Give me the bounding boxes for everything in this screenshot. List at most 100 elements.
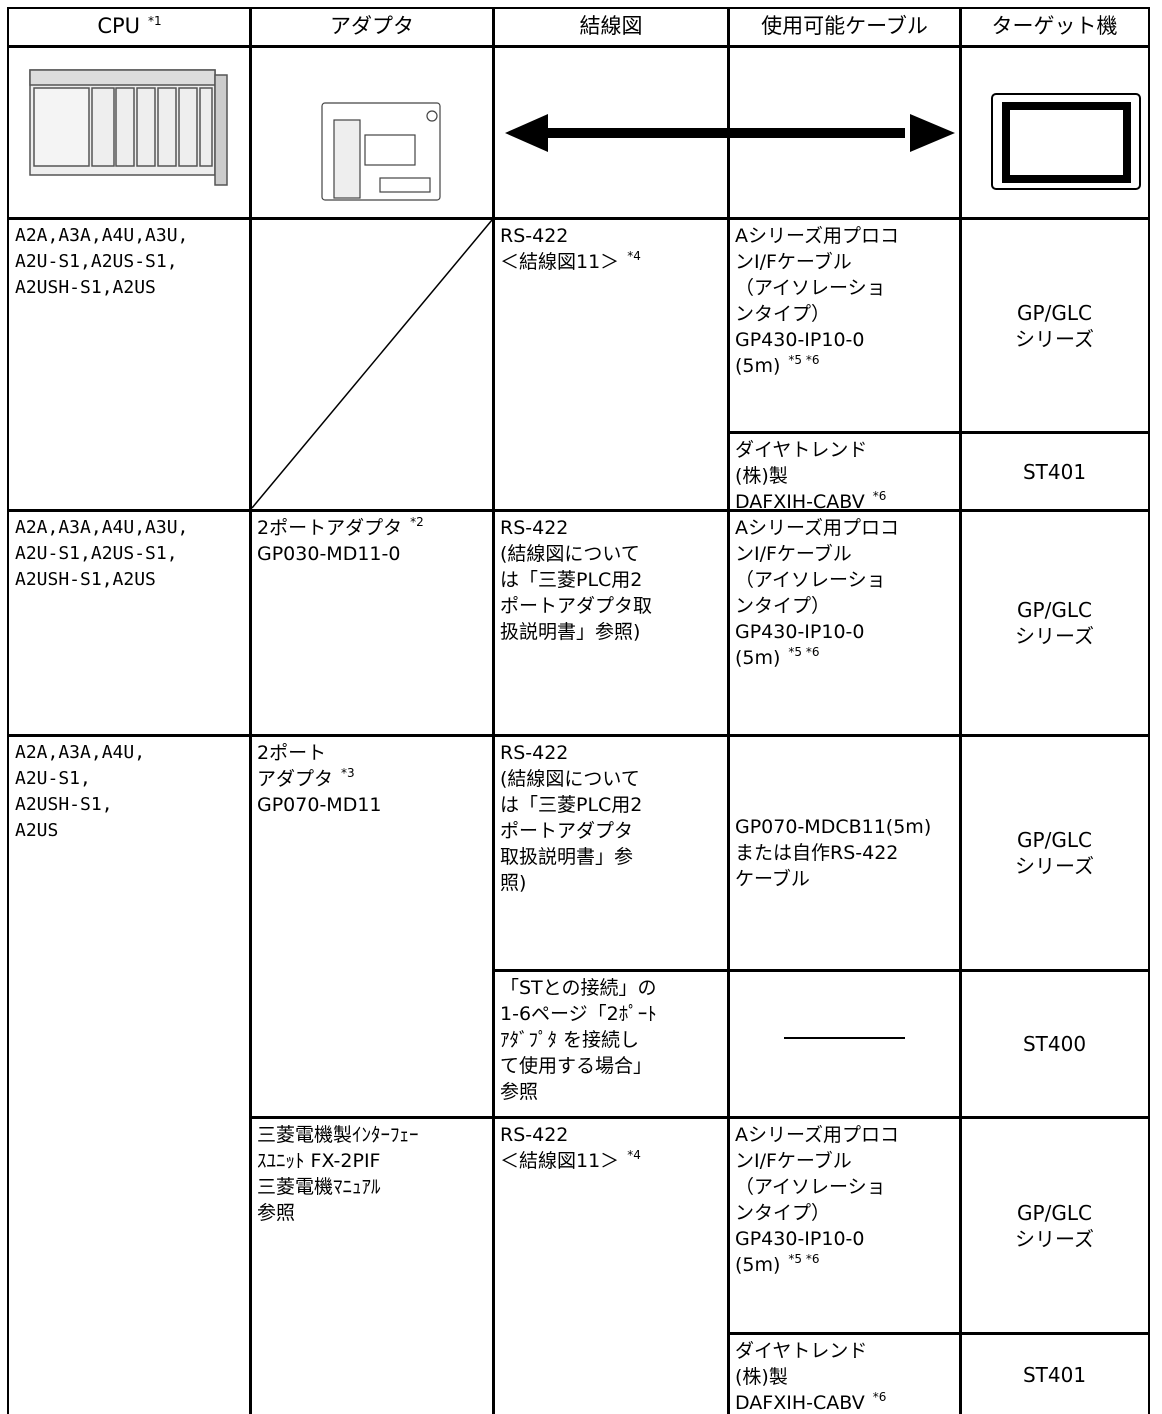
cable-cell: Aシリーズ用プロコ ンI/Fケーブル （アイソレーショ ンタイプ） GP430-IP10… [727, 509, 962, 737]
text-block: 「STとの接続」の 1-6ページ「2ﾎﾟｰﾄ ｱﾀﾞﾌﾟﾀ を接続し て使用する場合」… [500, 975, 722, 1105]
text-block: ST401 [1023, 1362, 1086, 1388]
text-block: RS-422 (結線図については「三菱PLC用2 ポートアダプタ取扱説明書」参照) [500, 740, 722, 896]
text-line: ＜結線図11＞ *4 [500, 1148, 641, 1172]
text-line: 照) [500, 872, 527, 894]
footnote-ref: *4 [627, 249, 641, 263]
text-line: 扱説明書」参照) [500, 621, 641, 643]
text-line: ンI/Fケーブル [735, 543, 852, 565]
text-line: GP/GLC [1017, 300, 1092, 325]
text-line: シリーズ [1015, 854, 1094, 878]
text-line: ダイヤトレンド [735, 439, 868, 461]
cable-cell: ダイヤトレンド (株)製 DAFXIH-CABV *6 [727, 1332, 962, 1414]
text-line: A2USH-S1, [15, 794, 113, 815]
text-line: A2A,A3A,A4U,A3U, [15, 517, 189, 538]
text-line: ST401 [1022, 1363, 1087, 1387]
text-line: ンI/Fケーブル [735, 251, 852, 273]
adapter-cell: 2ポートアダプタ *2 GP030-MD11-0 [249, 509, 495, 737]
footnote-ref: *5 *6 [788, 645, 820, 659]
target-cell: GP/GLC シリーズ [959, 217, 1150, 434]
text-line: GP430-IP10-0 [735, 329, 865, 351]
header-cell: 使用可能ケーブル [727, 7, 962, 48]
target-cell: ST401 [959, 1332, 1150, 1414]
text-block: 2ポート アダプタ *3 GP070-MD11 [257, 740, 487, 818]
text-line: GP030-MD11-0 [257, 543, 401, 565]
wiring-cell: RS-422 (結線図については「三菱PLC用2 ポートアダプタ取扱説明書」参照) [492, 734, 730, 972]
wiring-cell: RS-422 ＜結線図11＞ *4 [492, 1116, 730, 1414]
wiring-cell: RS-422 ＜結線図11＞ *4 [492, 217, 730, 512]
header-cell: CPU *1 [7, 7, 252, 48]
text-line: DAFXIH-CABV *6 [735, 489, 887, 512]
text-line: （アイソレーショ [735, 277, 886, 299]
text-line: 三菱電機製ｲﾝﾀｰﾌｪｰ [257, 1124, 419, 1146]
target-cell: ST400 [959, 969, 1150, 1119]
text-block: Aシリーズ用プロコ ンI/Fケーブル （アイソレーショ ンタイプ） GP430-IP10… [735, 223, 954, 379]
text-line: ンタイプ） [735, 1202, 831, 1224]
text-line: 「STとの接続」の [500, 977, 657, 999]
text-line: (株)製 [735, 1366, 788, 1388]
text-line: ポートアダプタ取 [500, 595, 653, 617]
text-block: GP/GLC シリーズ [1015, 300, 1094, 352]
text-line: 2ポート [257, 742, 327, 764]
target-cell: GP/GLC シリーズ [959, 509, 1150, 737]
text-block: ST401 [1023, 459, 1086, 485]
text-block: GP/GLC シリーズ [1015, 827, 1094, 879]
text-line: (結線図について [500, 768, 640, 790]
text-line: シリーズ [1015, 624, 1094, 648]
footnote-ref: *6 [872, 489, 887, 503]
text-block: Aシリーズ用プロコ ンI/Fケーブル （アイソレーショ ンタイプ） GP430-IP10… [735, 515, 954, 671]
text-line: A2A,A3A,A4U,A3U, [15, 225, 189, 246]
cable-cell [727, 969, 962, 1119]
text-line: (5m) *5 *6 [735, 1252, 820, 1276]
text-block: RS-422 ＜結線図11＞ *4 [500, 223, 722, 275]
cpu-cell: A2A,A3A,A4U,A3U, A2U-S1,A2US-S1, A2USH-S1,… [7, 509, 252, 737]
image-cell [727, 45, 962, 220]
wiring-cell: RS-422 (結線図については「三菱PLC用2 ポートアダプタ取扱説明書」参照) [492, 509, 730, 737]
cpu-cell: A2A,A3A,A4U,A3U, A2U-S1,A2US-S1, A2USH-S1,… [7, 217, 252, 512]
image-cell [959, 45, 1150, 220]
text-line: GP430-IP10-0 [735, 1228, 865, 1250]
text-line: A2U-S1, [15, 768, 91, 789]
image-cell [249, 45, 495, 220]
text-block: GP/GLC シリーズ [1015, 597, 1094, 649]
text-line: ｱﾀﾞﾌﾟﾀ を接続し [500, 1029, 640, 1051]
text-line: Aシリーズ用プロコ [735, 517, 900, 539]
text-line: GP/GLC [1017, 828, 1092, 852]
footnote-ref: *5 *6 [788, 1252, 820, 1266]
text-line: は「三菱PLC用2 [500, 794, 643, 816]
text-line: ダイヤトレンド [735, 1340, 868, 1362]
text-line: A2U-S1,A2US-S1, [15, 251, 178, 272]
text-line: A2U-S1,A2US-S1, [15, 543, 178, 564]
text-line: 三菱電機ﾏﾆｭｱﾙ [257, 1176, 381, 1198]
text-line: ポートアダプタ [500, 820, 634, 842]
text-line: て使用する場合」 [500, 1055, 653, 1077]
text-block: GP/GLC シリーズ [1015, 1200, 1094, 1252]
footnote-ref: *3 [341, 766, 355, 780]
dash-line [784, 1037, 905, 1039]
text-line: A2A,A3A,A4U, [15, 742, 146, 763]
text-line: ST401 [1022, 459, 1087, 484]
text-line: 参照 [500, 1081, 539, 1103]
text-block: A2A,A3A,A4U,A3U, A2U-S1,A2US-S1, A2USH-S1,… [15, 223, 244, 301]
footnote-ref: *5 *6 [788, 353, 820, 367]
text-line: GP/GLC [1017, 598, 1092, 622]
text-line: 2ポートアダプタ *2 [257, 515, 424, 539]
cable-cell: GP070-MDCB11(5m) または自作RS-422 ケーブル [727, 734, 962, 972]
text-line: 1-6ページ「2ﾎﾟｰﾄ [500, 1003, 657, 1025]
cable-cell: ダイヤトレンド (株)製 DAFXIH-CABV *6 [727, 431, 962, 512]
footnote-ref: *2 [410, 515, 424, 529]
text-block: RS-422 ＜結線図11＞ *4 [500, 1122, 722, 1174]
text-line: ンI/Fケーブル [735, 1150, 852, 1172]
text-line: 取扱説明書」参 [500, 846, 634, 868]
footnote-ref: *4 [627, 1148, 641, 1162]
text-line: シリーズ [1015, 1226, 1094, 1251]
text-line: （アイソレーショ [735, 1176, 886, 1198]
text-line: A2USH-S1,A2US [15, 277, 156, 298]
cable-cell: Aシリーズ用プロコ ンI/Fケーブル （アイソレーショ ンタイプ） GP430-IP10… [727, 217, 962, 434]
text-block: ダイヤトレンド (株)製 DAFXIH-CABV *6 [735, 437, 954, 512]
image-cell [492, 45, 730, 220]
text-block: A2A,A3A,A4U, A2U-S1, A2USH-S1, A2US [15, 740, 244, 844]
adapter-cell: 2ポート アダプタ *3 GP070-MD11 [249, 734, 495, 1119]
text-line: RS-422 [500, 1124, 569, 1146]
text-block: ST400 [1023, 1031, 1086, 1057]
adapter-cell [249, 217, 495, 512]
